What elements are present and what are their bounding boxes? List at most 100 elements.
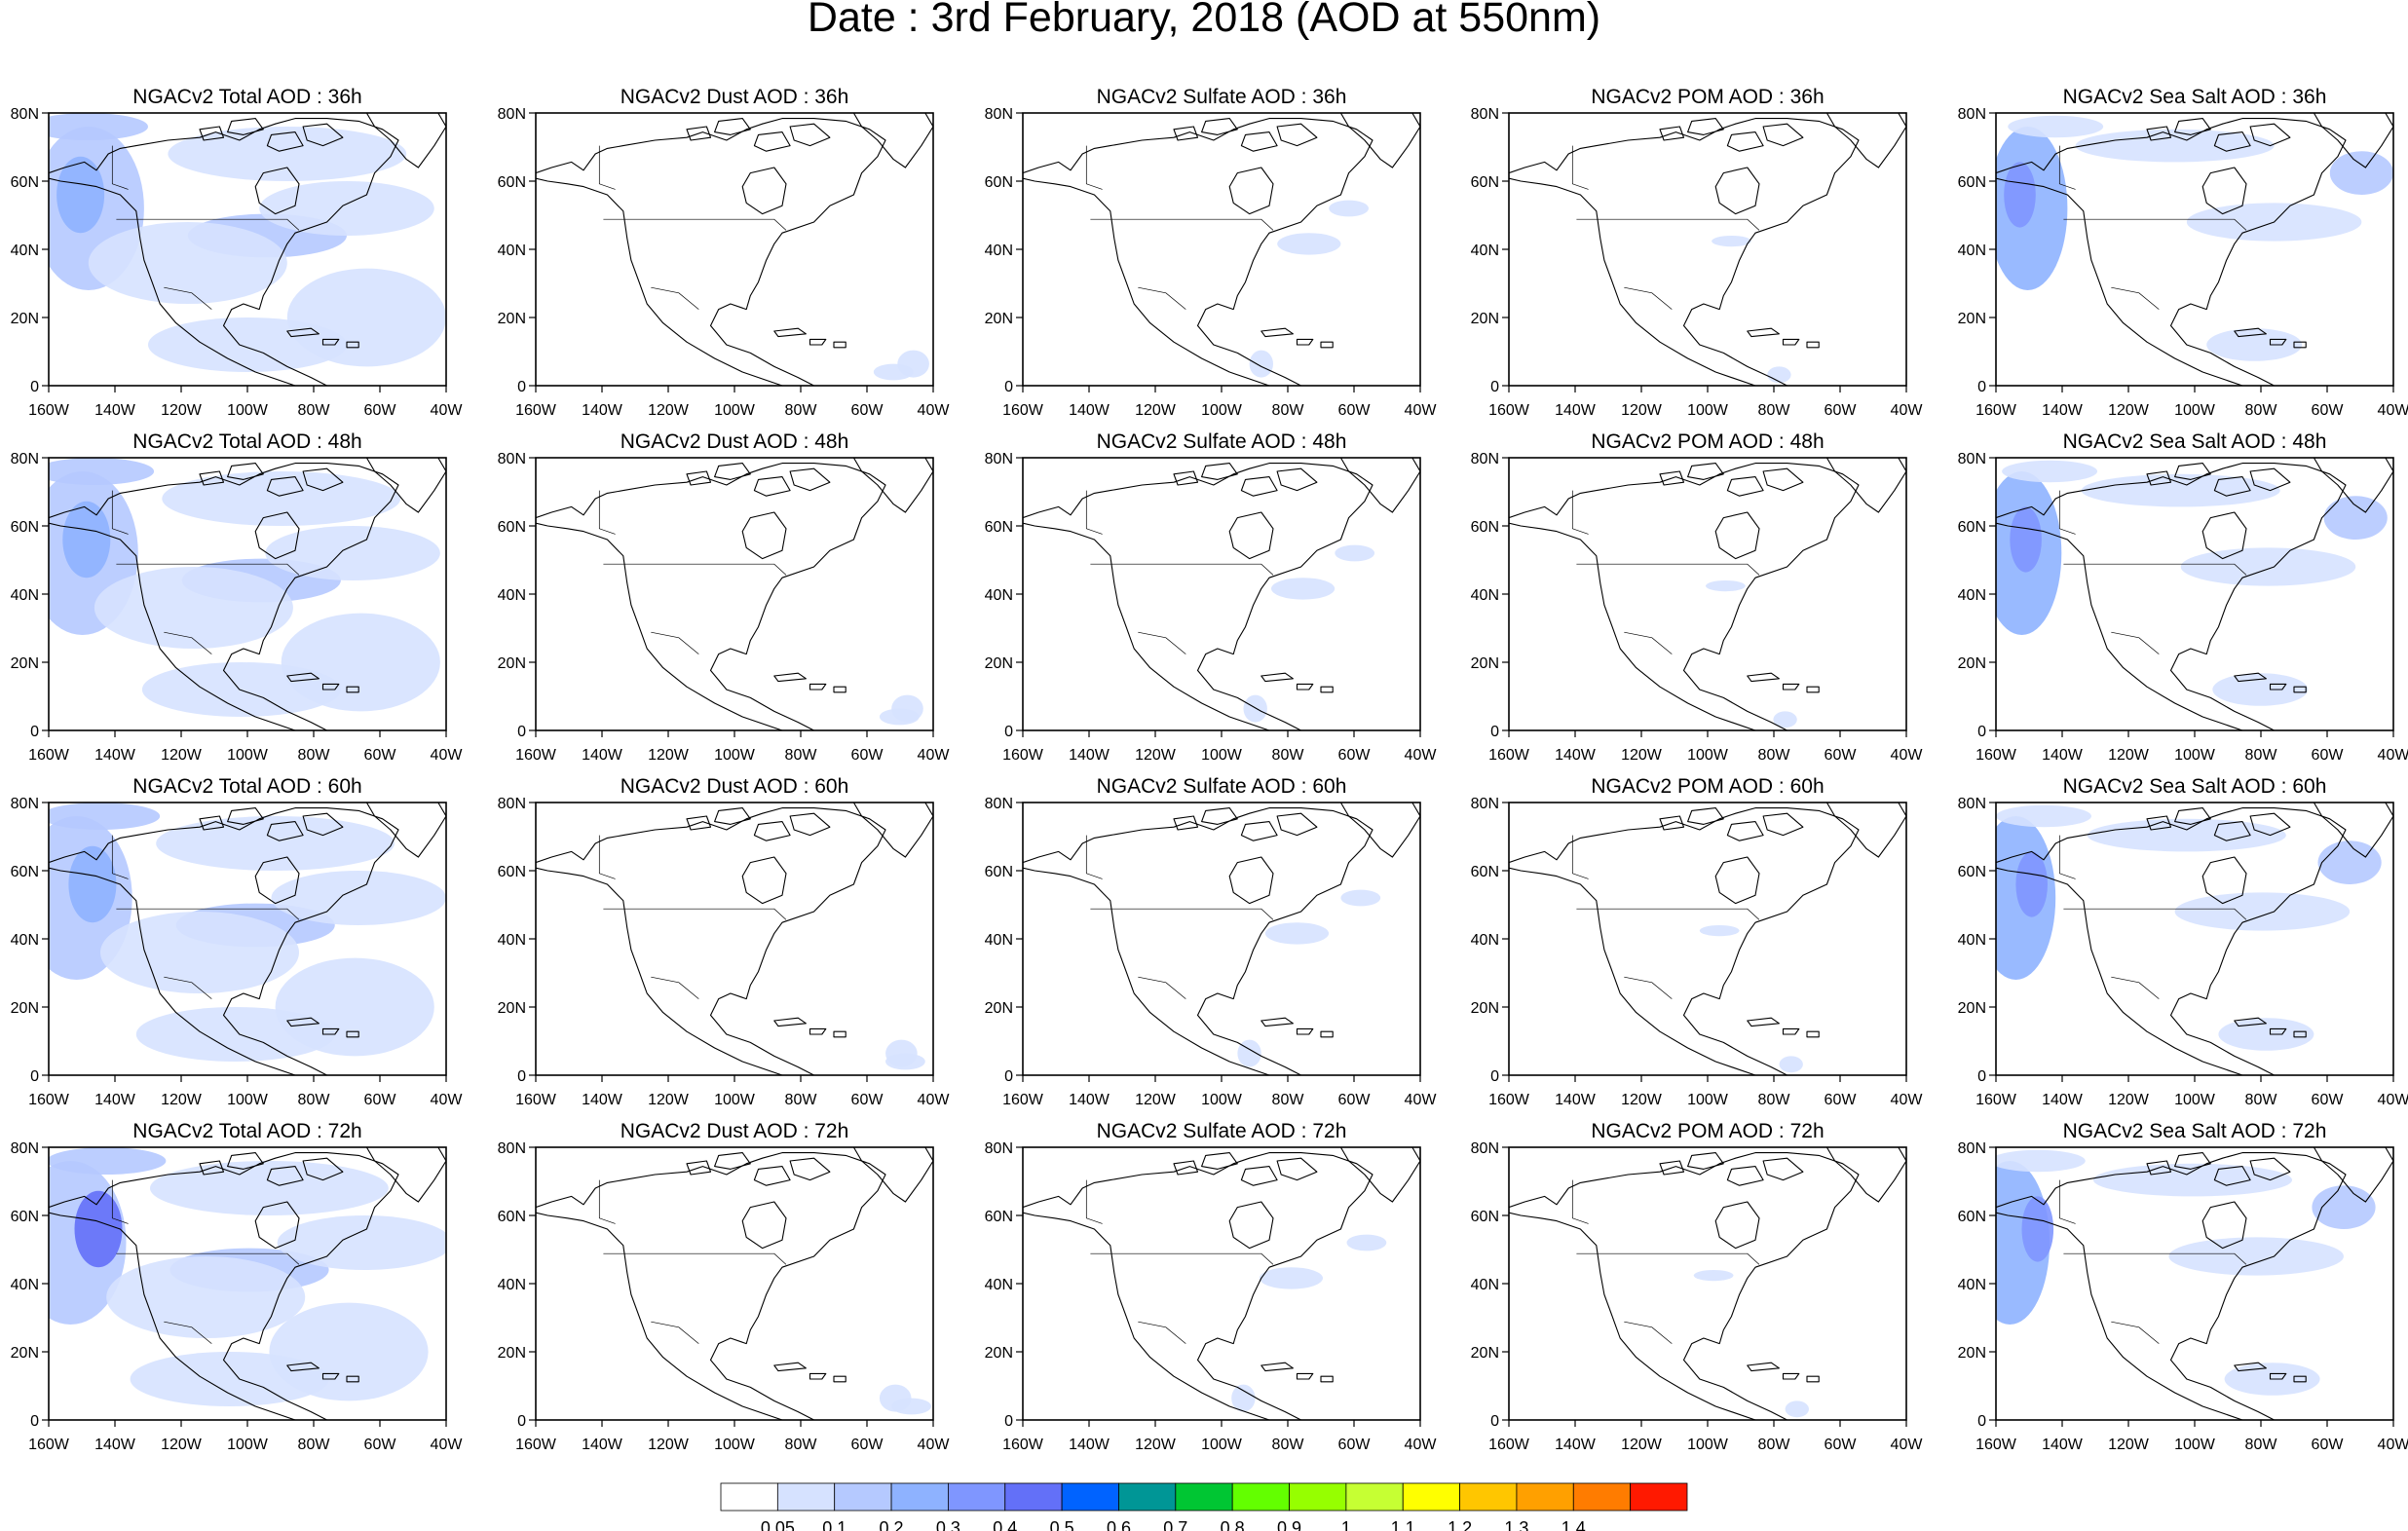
lon-tick-label: 40W [431, 1437, 464, 1453]
ocean-background [1509, 113, 1906, 386]
lon-tick-label: 160W [1488, 1437, 1530, 1453]
lat-tick-label: 40N [11, 932, 39, 949]
lat-tick-label: 40N [1958, 1277, 1986, 1293]
aod-plume [879, 708, 920, 726]
hudson-bay-outline [254, 856, 300, 905]
us-mexico-border [1624, 286, 1673, 310]
lon-tick-label: 40W [1405, 402, 1438, 419]
lon-tick-label: 40W [918, 402, 951, 419]
arctic-island-outline [686, 126, 712, 141]
arctic-island-outline [302, 123, 344, 147]
aod-plume [150, 1161, 389, 1215]
panel-title: NGACv2 Total AOD : 36h [132, 86, 361, 108]
colorbar-label: 0.9 [1277, 1518, 1301, 1531]
caribbean-island-outline [346, 341, 359, 349]
arctic-island-outline [302, 1157, 344, 1181]
us-canada-border [116, 1252, 300, 1265]
lat-tick-label: 60N [985, 864, 1013, 880]
caribbean-island-outline [809, 1372, 827, 1380]
aod-plume [2323, 496, 2388, 540]
political-borders [1571, 490, 1760, 654]
hudson-bay-outline [1228, 856, 1274, 905]
lat-tick-label: 40N [11, 587, 39, 604]
caribbean-island-outline [773, 672, 807, 683]
lat-tick-label: 40N [1471, 932, 1499, 949]
us-canada-border [1576, 563, 1760, 576]
lat-tick-label: 80N [1471, 106, 1499, 123]
lon-tick-label: 120W [161, 1437, 203, 1453]
panel-title: NGACv2 Sulfate AOD : 48h [1097, 430, 1347, 453]
us-canada-border [603, 218, 787, 231]
colorbar-swatch [834, 1482, 892, 1512]
lat-tick-label: 40N [498, 243, 526, 259]
caribbean-island-outline [1296, 1027, 1314, 1035]
colorbar-label: 1 [1341, 1518, 1351, 1531]
alaska-canada-border [111, 1179, 129, 1224]
us-canada-border [2063, 563, 2247, 576]
caribbean-island-outline [321, 338, 340, 346]
lon-tick-label: 100W [2174, 1092, 2216, 1108]
aod-plume [74, 1190, 123, 1268]
caribbean-island-outline [833, 1030, 847, 1038]
lon-tick-label: 100W [714, 1437, 756, 1453]
lon-tick-label: 60W [1825, 402, 1858, 419]
hudson-bay-outline [2201, 511, 2247, 560]
lon-tick-label: 100W [1201, 1437, 1243, 1453]
aod-plume [68, 845, 117, 923]
alaska-canada-border [2058, 835, 2076, 879]
colorbar-label: 1.1 [1391, 1518, 1415, 1531]
caribbean-island-outline [1782, 1027, 1800, 1035]
hudson-bay-outline [741, 511, 787, 560]
coastlines [1996, 803, 2393, 1075]
lat-tick-label: 40N [1958, 587, 1986, 604]
lat-tick-label: 20N [498, 1000, 526, 1017]
arctic-island-outline [2174, 1152, 2211, 1170]
north-america-outline [1996, 1152, 2347, 1420]
lon-tick-label: 80W [1758, 402, 1791, 419]
aod-field [1996, 113, 2393, 386]
arctic-island-outline [1687, 807, 1724, 825]
lon-tick-label: 80W [298, 1437, 331, 1453]
arctic-island-outline [1762, 1157, 1804, 1181]
caribbean-island-outline [346, 1375, 359, 1383]
coastlines [49, 458, 446, 730]
alaska-canada-border [598, 1179, 616, 1224]
map-panel-total-1: 0 20N 40N 60N 80N 160W 140W 120W 100W 80W 60W 40W NG… [11, 86, 464, 419]
lat-tick-label: 0 [30, 379, 39, 395]
aod-field [1023, 458, 1420, 730]
lon-tick-label: 160W [1002, 402, 1044, 419]
arctic-island-outline [227, 1152, 264, 1170]
coastlines [1509, 458, 1906, 730]
us-mexico-border [2111, 1321, 2160, 1344]
lon-tick-label: 120W [161, 1092, 203, 1108]
north-america-outline [49, 1152, 399, 1420]
lon-tick-label: 80W [1272, 1437, 1305, 1453]
lon-tick-label: 120W [648, 1092, 690, 1108]
hudson-bay-outline [2201, 167, 2247, 215]
caribbean-island-outline [1747, 1362, 1780, 1372]
arctic-island-outline [1687, 1152, 1724, 1170]
hudson-bay-outline [1228, 511, 1274, 560]
lat-tick-label: 20N [1471, 1000, 1499, 1017]
greenland-outline [1825, 458, 1906, 513]
coastlines [1509, 803, 1906, 1075]
aod-plume [1785, 1400, 1809, 1418]
lon-tick-label: 140W [94, 402, 136, 419]
us-mexico-border [164, 286, 212, 310]
aod-plume [49, 1147, 167, 1175]
lat-tick-label: 60N [11, 174, 39, 191]
lon-tick-label: 160W [28, 402, 70, 419]
lat-tick-label: 0 [1004, 1068, 1013, 1085]
lon-tick-label: 80W [785, 402, 818, 419]
aod-plume [2317, 840, 2382, 884]
aod-plume [1264, 922, 1330, 945]
alaska-canada-border [1085, 835, 1103, 879]
aod-plume [141, 662, 341, 717]
us-canada-border [2063, 218, 2247, 231]
colorbar-label: 0.1 [822, 1518, 847, 1531]
lon-tick-label: 80W [1272, 402, 1305, 419]
us-canada-border [116, 908, 300, 920]
lon-tick-label: 80W [1758, 747, 1791, 764]
caribbean-island-outline [809, 1027, 827, 1035]
coastlines [1023, 113, 1420, 386]
